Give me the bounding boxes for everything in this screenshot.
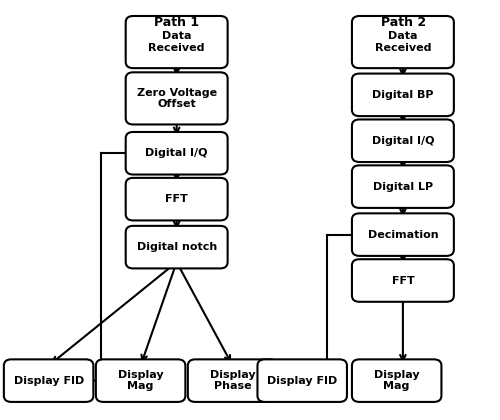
FancyBboxPatch shape [352, 259, 454, 302]
Text: Digital I/Q: Digital I/Q [146, 148, 208, 158]
Text: FFT: FFT [166, 194, 188, 204]
Text: Data
Received: Data Received [374, 31, 431, 53]
Text: Display
Mag: Display Mag [374, 370, 420, 391]
FancyBboxPatch shape [126, 132, 228, 175]
Text: Digital LP: Digital LP [373, 181, 433, 192]
FancyBboxPatch shape [126, 72, 228, 124]
Text: Display FID: Display FID [14, 375, 84, 386]
FancyBboxPatch shape [126, 178, 228, 220]
Text: Data
Received: Data Received [148, 31, 205, 53]
Text: Path 1: Path 1 [154, 16, 199, 29]
FancyBboxPatch shape [126, 16, 228, 68]
Text: Display FID: Display FID [267, 375, 338, 386]
Text: Display
Phase: Display Phase [210, 370, 256, 391]
FancyBboxPatch shape [126, 226, 228, 268]
FancyBboxPatch shape [96, 360, 186, 402]
FancyBboxPatch shape [258, 360, 347, 402]
Text: Digital BP: Digital BP [372, 90, 434, 100]
FancyBboxPatch shape [352, 119, 454, 162]
FancyBboxPatch shape [352, 165, 454, 208]
Text: Zero Voltage
Offset: Zero Voltage Offset [136, 88, 216, 109]
FancyBboxPatch shape [352, 360, 442, 402]
Text: Digital I/Q: Digital I/Q [372, 136, 434, 146]
FancyBboxPatch shape [352, 16, 454, 68]
Text: Display
Mag: Display Mag [118, 370, 164, 391]
Text: Decimation: Decimation [368, 230, 438, 240]
Text: FFT: FFT [392, 276, 414, 286]
FancyBboxPatch shape [4, 360, 94, 402]
FancyBboxPatch shape [352, 74, 454, 116]
FancyBboxPatch shape [188, 360, 278, 402]
FancyBboxPatch shape [352, 213, 454, 256]
Text: Digital notch: Digital notch [136, 242, 217, 252]
Text: Path 2: Path 2 [380, 16, 426, 29]
